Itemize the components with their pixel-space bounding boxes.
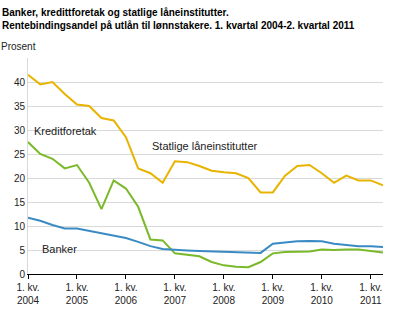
svg-text:1. kv.2004: 1. kv.2004	[16, 282, 39, 306]
svg-text:1. kv.2011: 1. kv.2011	[359, 282, 382, 306]
svg-text:25: 25	[14, 149, 26, 160]
svg-text:1. kv.2010: 1. kv.2010	[310, 282, 333, 306]
svg-text:Banker: Banker	[42, 243, 77, 255]
svg-text:1. kv.2007: 1. kv.2007	[163, 282, 186, 306]
svg-text:35: 35	[14, 101, 26, 112]
svg-text:0: 0	[19, 269, 25, 280]
svg-text:15: 15	[14, 197, 26, 208]
svg-text:Prosent: Prosent	[1, 41, 36, 52]
svg-text:5: 5	[19, 245, 25, 256]
svg-text:1. kv.2005: 1. kv.2005	[65, 282, 88, 306]
svg-text:1. kv.2008: 1. kv.2008	[212, 282, 235, 306]
svg-text:Banker, kredittforetak og stat: Banker, kredittforetak og statlige lånei…	[2, 7, 355, 31]
svg-text:1. kv.2006: 1. kv.2006	[114, 282, 137, 306]
svg-text:20: 20	[14, 173, 26, 184]
svg-text:Kreditforetak: Kreditforetak	[34, 125, 97, 137]
svg-text:30: 30	[14, 125, 26, 136]
svg-text:10: 10	[14, 221, 26, 232]
svg-text:Statlige låneinstitutter: Statlige låneinstitutter	[152, 140, 258, 152]
svg-text:1. kv.2009: 1. kv.2009	[261, 282, 284, 306]
svg-text:40: 40	[14, 77, 26, 88]
